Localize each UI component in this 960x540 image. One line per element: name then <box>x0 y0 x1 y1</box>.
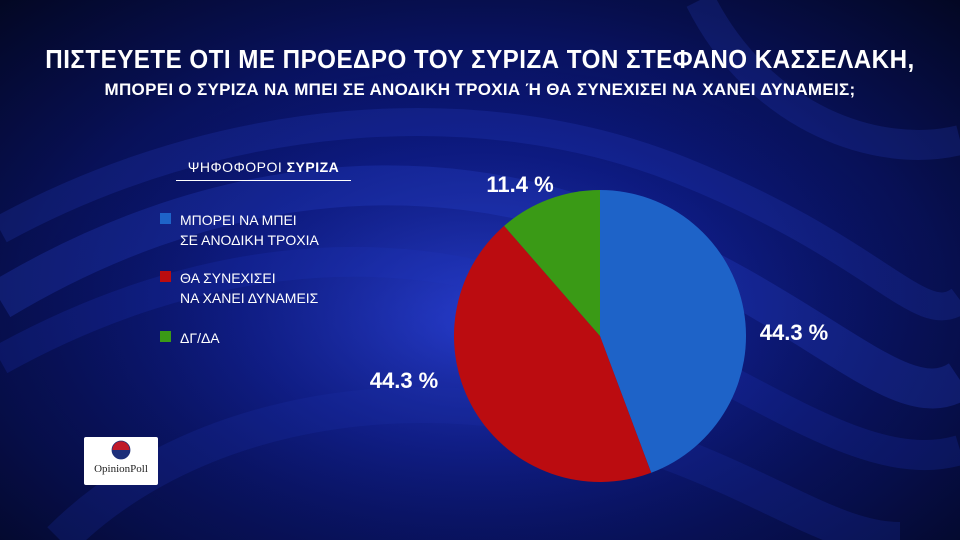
legend-swatch-blue <box>160 213 171 224</box>
legend-heading: ΨΗΦΟΦΟΡΟΙ ΣΥΡΙΖΑ <box>176 159 351 181</box>
data-label-rising: 44.3 % <box>760 320 829 345</box>
data-label-losing: 44.3 % <box>370 368 439 393</box>
legend-swatch-red <box>160 271 171 282</box>
chart-title: ΠΙΣΤΕΥΕΤΕ ΟΤΙ ΜΕ ΠΡΟΕΔΡΟ ΤΟΥ ΣΥΡΙΖΑ ΤΟΝ … <box>45 44 915 74</box>
pie-slice-rising <box>600 190 747 473</box>
legend-heading-bold: ΣΥΡΙΖΑ <box>286 159 340 175</box>
logo-text: OpinionPoll <box>94 463 148 475</box>
logo-globe-icon <box>111 440 131 460</box>
data-label-dkna: 11.4 % <box>486 172 553 197</box>
legend-label-losing: ΘΑ ΣΥΝΕΧΙΣΕΙ ΝΑ ΧΑΝΕΙ ΔΥΝΑΜΕΙΣ <box>180 270 319 306</box>
chart-subtitle: ΜΠΟΡΕΙ Ο ΣΥΡΙΖΑ ΝΑ ΜΠΕΙ ΣΕ ΑΝΟΔΙΚΗ ΤΡΟΧΙ… <box>104 80 856 99</box>
opinionpoll-logo: OpinionPoll <box>84 437 158 485</box>
legend-heading-prefix: ΨΗΦΟΦΟΡΟΙ <box>187 159 287 175</box>
legend-label-rising: ΜΠΟΡΕΙ ΝΑ ΜΠΕΙ ΣΕ ΑΝΟΔΙΚΗ ΤΡΟΧΙΑ <box>180 212 319 248</box>
legend-swatch-green <box>160 331 171 342</box>
pie-slice-dkna <box>504 190 600 336</box>
legend-label-dkna: ΔΓ/ΔΑ <box>180 330 220 346</box>
pie-slice-losing <box>453 225 652 483</box>
